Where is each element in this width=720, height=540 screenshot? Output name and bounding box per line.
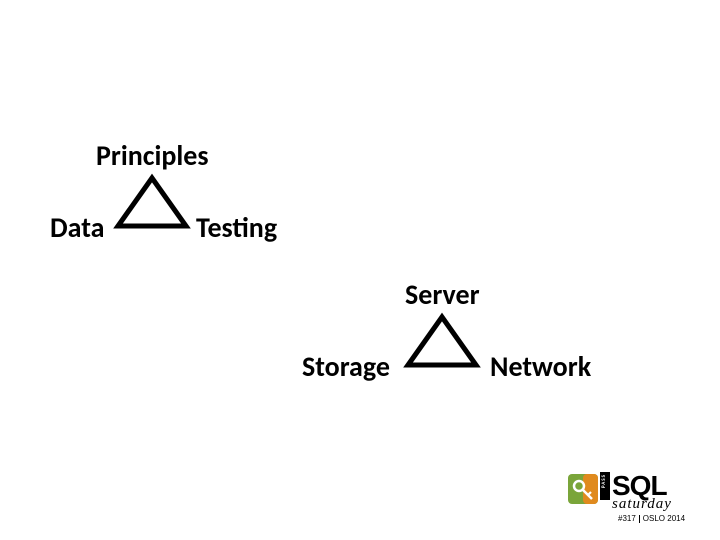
label-network: Network bbox=[490, 349, 591, 384]
key-icon bbox=[568, 474, 598, 504]
logo-saturday-text: saturday bbox=[612, 496, 672, 513]
event-location: OSLO 2014 bbox=[643, 514, 685, 523]
triangle-server bbox=[0, 0, 720, 540]
sql-saturday-logo: SQL saturday #317OSLO 2014 bbox=[566, 466, 706, 526]
label-storage: Storage bbox=[302, 349, 390, 384]
event-number: #317 bbox=[618, 514, 636, 523]
label-server: Server bbox=[405, 277, 480, 312]
pass-tag bbox=[600, 472, 610, 500]
logo-event-text: #317 OSLO 2014 bbox=[618, 514, 685, 523]
